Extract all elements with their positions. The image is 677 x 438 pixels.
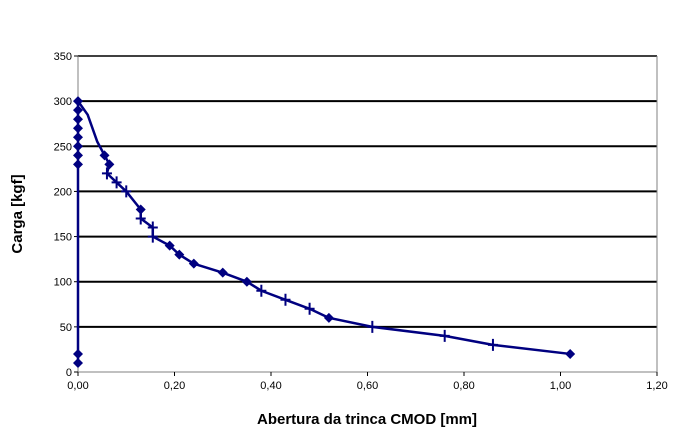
- diamond-marker: [241, 276, 252, 287]
- diamond-marker: [73, 141, 83, 152]
- plus-marker: [487, 338, 498, 351]
- diamond-marker: [73, 357, 83, 368]
- y-tick-label: 0: [66, 367, 72, 379]
- x-tick-label: 1,20: [646, 380, 667, 392]
- y-tick-label: 100: [54, 277, 72, 289]
- diamond-marker: [99, 150, 110, 161]
- plus-marker: [121, 185, 132, 198]
- plus-marker: [111, 176, 122, 189]
- x-tick-label: 0,60: [357, 380, 378, 392]
- plus-marker: [280, 293, 291, 306]
- x-axis-label: Abertura da trinca CMOD [mm]: [257, 411, 477, 428]
- y-tick-label: 250: [54, 141, 72, 153]
- y-tick-label: 350: [54, 51, 72, 63]
- diamond-marker: [73, 132, 83, 143]
- diamond-marker: [73, 123, 83, 134]
- diamond-marker: [323, 312, 334, 323]
- y-tick-label: 50: [60, 322, 72, 334]
- y-axis-label: Carga [kgf]: [9, 174, 26, 253]
- x-tick-label: 1,00: [550, 380, 571, 392]
- diamond-marker: [174, 249, 185, 260]
- x-tick-label: 0,00: [67, 380, 88, 392]
- x-tick-label: 0,20: [164, 380, 185, 392]
- y-tick-label: 200: [54, 186, 72, 198]
- y-tick-label: 150: [54, 232, 72, 244]
- diamond-marker: [188, 258, 199, 269]
- x-tick-label: 0,80: [453, 380, 474, 392]
- diamond-marker: [73, 96, 83, 107]
- diamond-marker: [164, 240, 175, 251]
- plus-marker: [147, 230, 158, 243]
- diamond-marker: [73, 150, 83, 161]
- plus-marker: [304, 302, 315, 315]
- plus-marker: [367, 320, 378, 333]
- plus-marker: [256, 284, 267, 297]
- diamond-marker: [73, 105, 83, 116]
- diamond-marker: [73, 348, 83, 359]
- y-tick-label: 300: [54, 96, 72, 108]
- x-tick-label: 0,40: [260, 380, 281, 392]
- diamond-marker: [104, 159, 115, 170]
- diamond-marker: [565, 348, 576, 359]
- diamond-marker: [73, 159, 83, 170]
- diamond-marker: [135, 204, 146, 215]
- plus-marker: [439, 329, 450, 342]
- diamond-marker: [73, 114, 83, 125]
- plus-marker: [135, 212, 146, 225]
- diamond-marker: [217, 267, 228, 278]
- plus-marker: [101, 167, 112, 180]
